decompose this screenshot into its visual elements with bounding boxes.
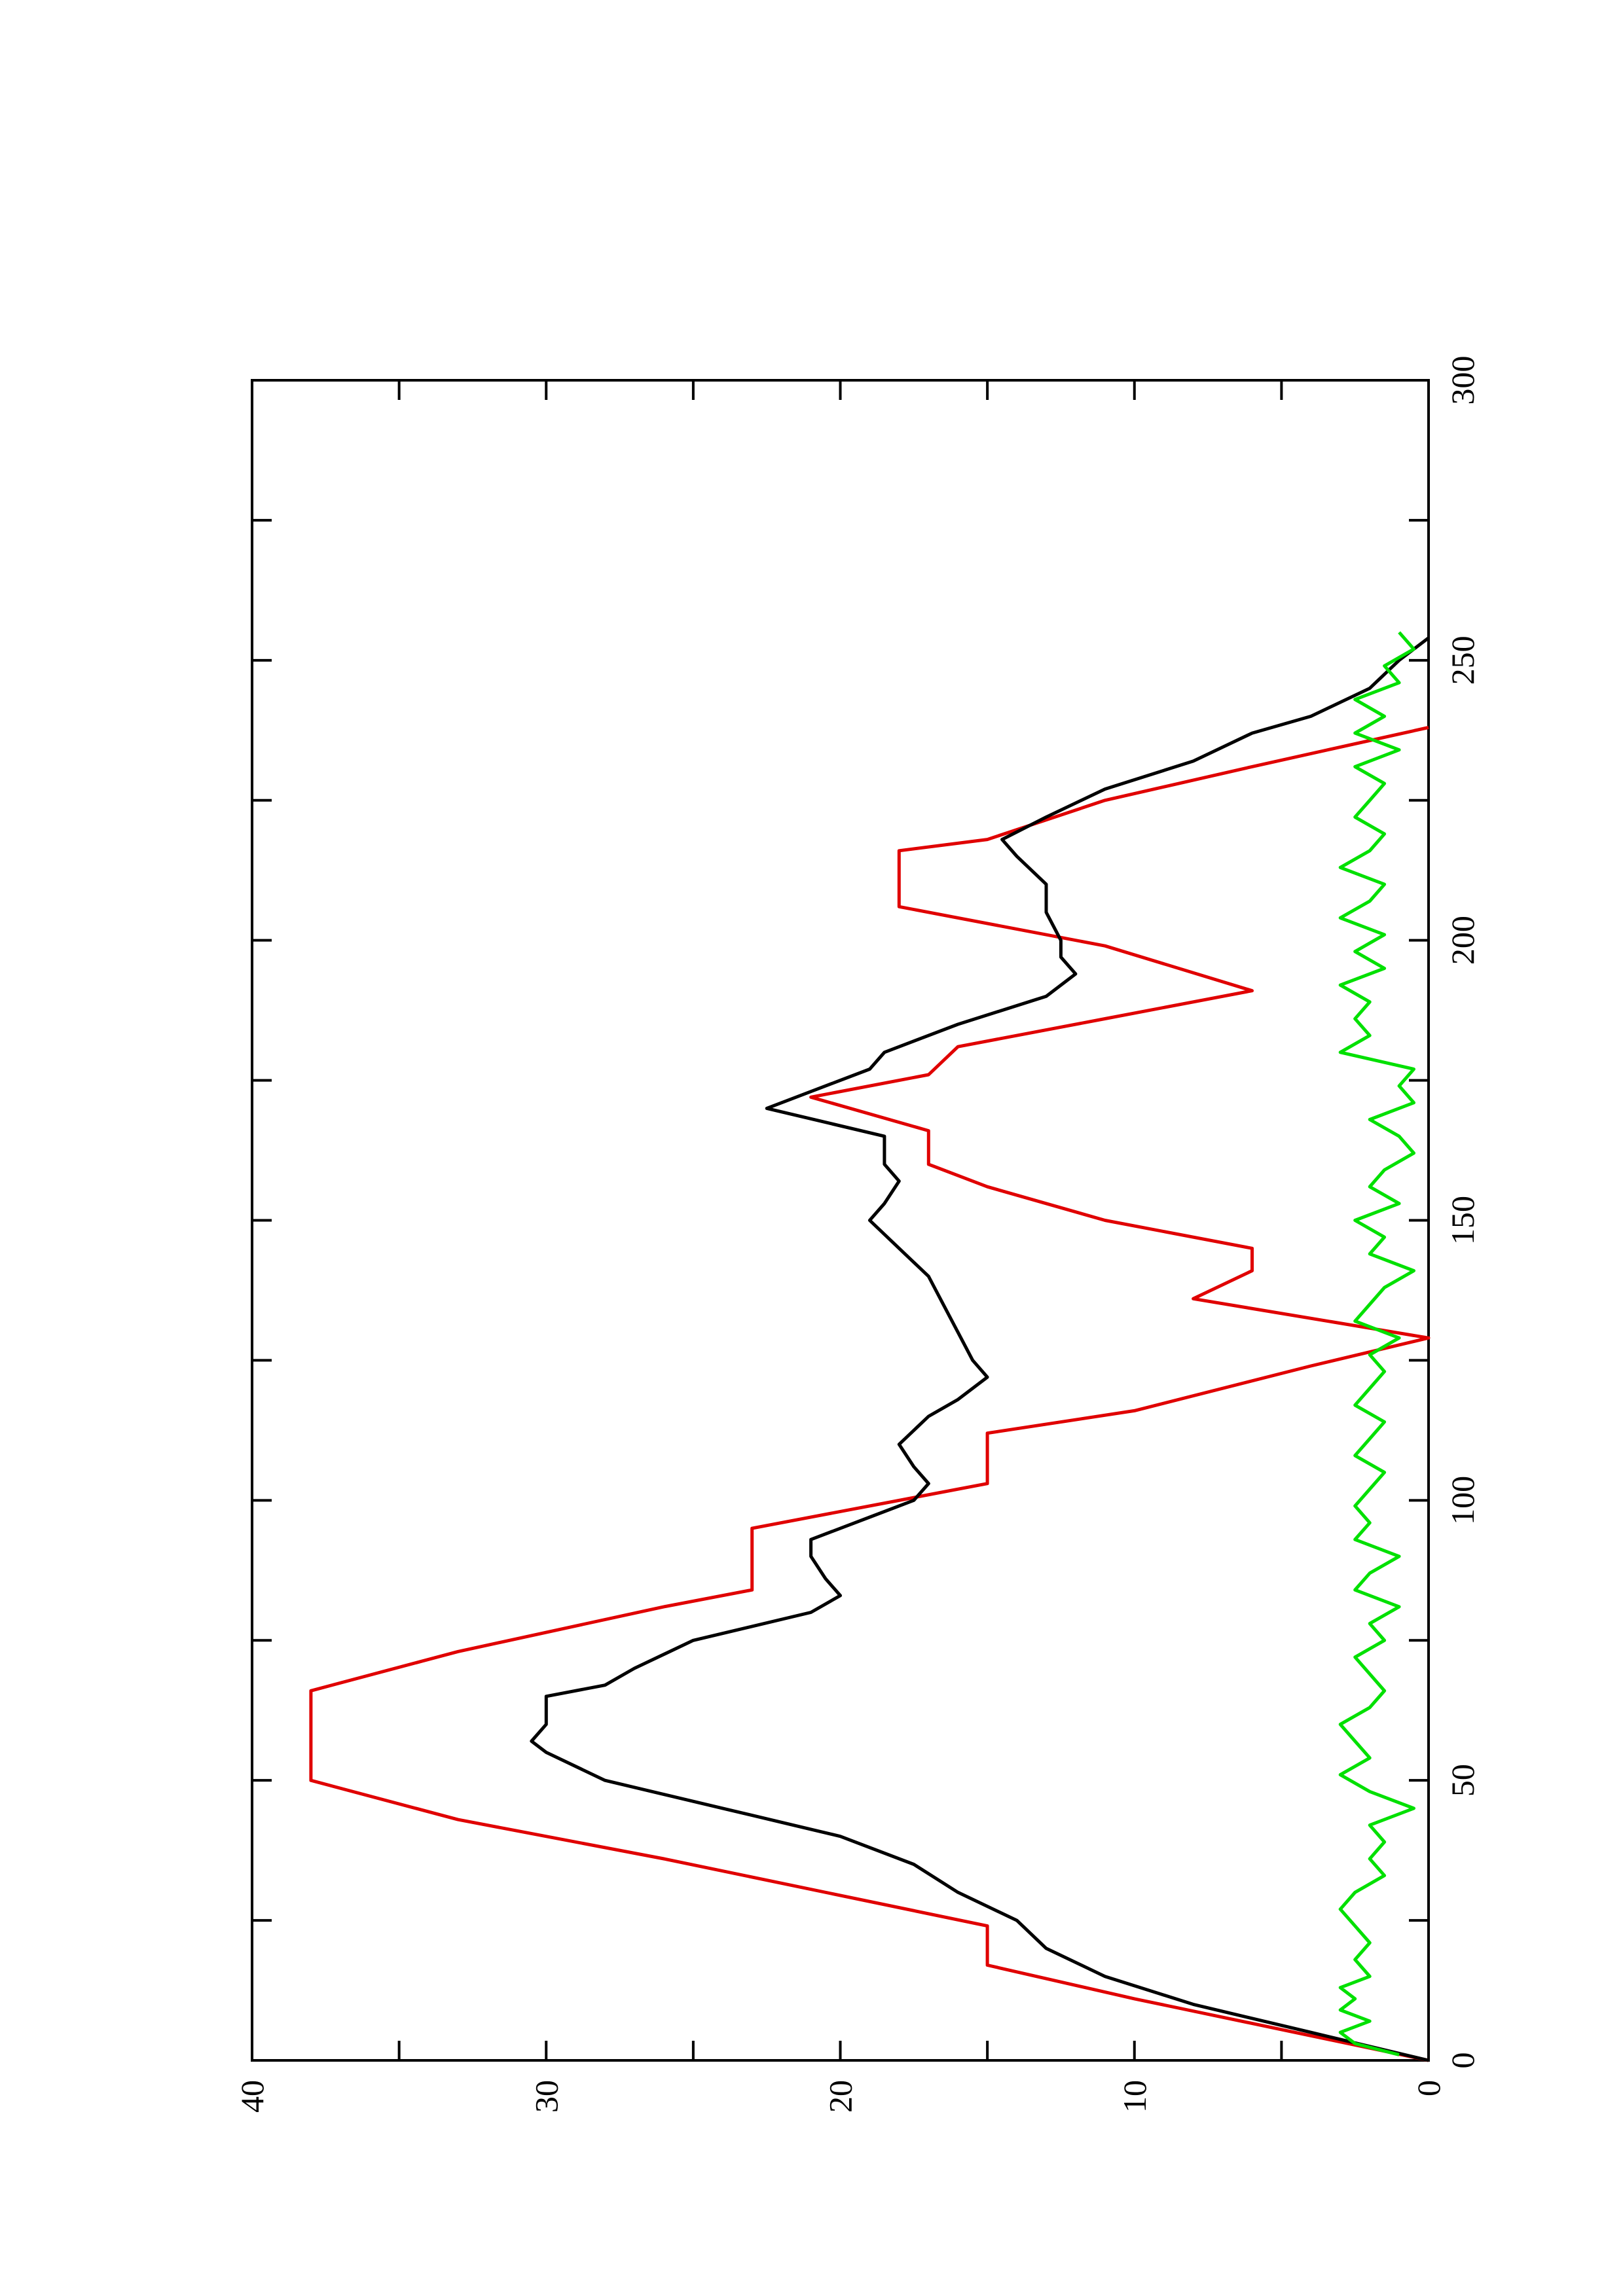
x-tick-label: 200 — [1444, 916, 1481, 965]
y-tick-label: 20 — [822, 2080, 859, 2113]
x-tick-label: 0 — [1444, 2053, 1481, 2069]
x-tick-label: 50 — [1444, 1764, 1481, 1797]
y-tick-label: 10 — [1116, 2080, 1153, 2113]
data-line — [1338, 631, 1415, 2056]
y-tick-label: 40 — [234, 2080, 270, 2113]
x-tick-label: 300 — [1444, 356, 1481, 405]
data-line — [309, 726, 1431, 2062]
x-tick-label: 100 — [1444, 1476, 1481, 1525]
x-tick-label: 250 — [1444, 636, 1481, 685]
y-tick-label: 30 — [528, 2080, 564, 2113]
y-tick-label: 0 — [1410, 2080, 1447, 2096]
data-line — [530, 636, 1430, 2062]
x-tick-label: 150 — [1444, 1196, 1481, 1245]
